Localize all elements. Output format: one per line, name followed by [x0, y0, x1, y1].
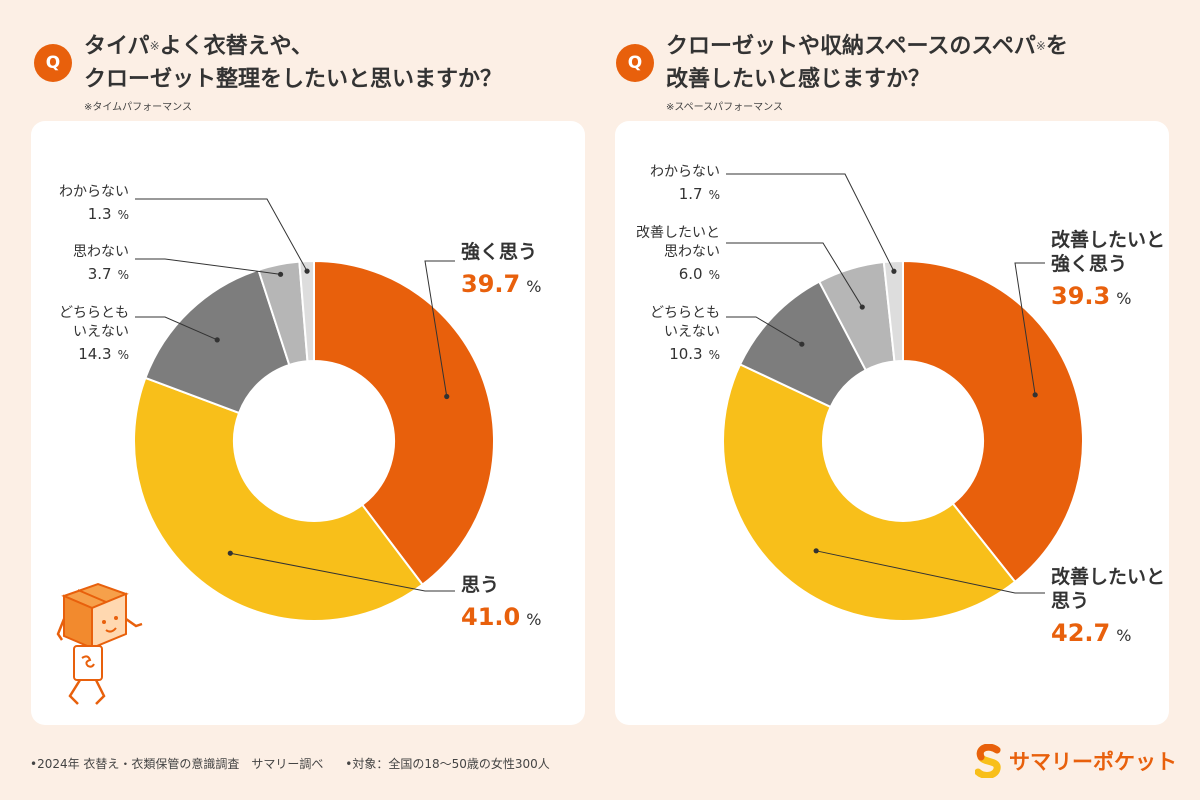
donut-slice-1: [133, 376, 424, 622]
value-label-4: 1.7%: [679, 185, 720, 203]
box-mascot-icon: [56, 582, 143, 705]
brand-logo: サマリーポケット: [975, 744, 1177, 778]
value-label-4: 1.3%: [88, 205, 129, 223]
leader-line-2: [135, 316, 218, 341]
category-label-0-0: 強く思う: [461, 241, 537, 263]
question-note-left: ※タイムパフォーマンス: [84, 102, 192, 113]
question-right-line1a: クローゼットや収納スペースのスペパ: [666, 34, 1036, 59]
donut-slice-4: [298, 259, 315, 363]
value-label-3: 6.0%: [679, 265, 720, 283]
question-left-line1b: よく衣替えや、: [159, 34, 313, 59]
brand-s-icon: [975, 744, 1001, 778]
chart-panel-right: 改善したいと 強く思う 39.3% 改善したいと 思う 42.7% どちらとも いえない 10.…: [615, 121, 1169, 725]
question-title-right: クローゼットや収納スペースのスペパ※を 改善したいと感じますか？: [666, 30, 1068, 96]
question-note-right: ※スペースパフォーマンス: [666, 102, 783, 113]
category-label-1-0: 改善したいと: [1051, 565, 1165, 588]
category-label-2-0: どちらとも: [59, 305, 129, 321]
leader-line-0: [424, 260, 455, 397]
donut-slice-0: [313, 259, 495, 587]
footer-survey: •2024年 衣替え・衣類保管の意識調査 サマリー調べ: [30, 757, 324, 771]
category-label-2-0: どちらとも: [650, 305, 720, 321]
leader-line-3: [135, 258, 281, 275]
donut-slice-4: [882, 259, 904, 363]
value-label-3: 3.7%: [88, 265, 129, 283]
category-label-1-0: 思う: [461, 574, 499, 596]
leader-line-1: [816, 550, 1045, 594]
category-label-2-1: いえない: [664, 324, 720, 340]
category-label-1-1: 思う: [1051, 590, 1089, 612]
value-label-2: 10.3%: [669, 345, 720, 363]
footer-notes: •2024年 衣替え・衣類保管の意識調査 サマリー調べ •対象：全国の18〜50…: [30, 755, 568, 772]
category-label-3-0: 思わない: [73, 244, 129, 260]
value-label-0: 39.7%: [461, 270, 541, 298]
donut-slice-1: [722, 363, 1017, 622]
category-label-4-0: わからない: [59, 184, 129, 200]
question-right-line2: 改善したいと感じますか？: [666, 67, 931, 92]
leader-line-0: [1014, 262, 1045, 395]
footer-target: •対象：全国の18〜50歳の女性300人: [345, 757, 550, 771]
question-badge-left: Q: [34, 44, 72, 82]
value-label-0: 39.3%: [1051, 282, 1131, 310]
leader-line-4: [135, 198, 308, 272]
brand-name: サマリーポケット: [1009, 750, 1177, 774]
question-badge-right: Q: [616, 44, 654, 82]
question-left-line1a: タイパ: [84, 34, 150, 59]
leader-line-1: [230, 552, 455, 592]
donut-slice-0: [902, 259, 1084, 584]
question-left-mark: ※: [149, 39, 160, 53]
leader-line-2: [726, 316, 803, 345]
leader-dot-0: [1032, 392, 1038, 398]
question-title-left: タイパ※よく衣替えや、 クローゼット整理をしたいと思いますか？: [84, 30, 502, 96]
value-label-2: 14.3%: [78, 345, 129, 363]
leader-line-4: [726, 173, 895, 272]
leader-dot-2: [799, 341, 805, 347]
category-label-0-0: 改善したいと: [1051, 228, 1165, 251]
question-right-mark: ※: [1035, 39, 1046, 53]
category-label-3-0: 改善したいと: [636, 225, 720, 241]
leader-line-3: [726, 242, 863, 308]
question-left-line2: クローゼット整理をしたいと思いますか？: [84, 67, 503, 92]
category-label-4-0: わからない: [650, 164, 720, 180]
category-label-2-1: いえない: [73, 324, 129, 340]
category-label-3-1: 思わない: [664, 244, 720, 260]
leader-dot-1: [227, 550, 233, 556]
value-label-1: 42.7%: [1051, 619, 1131, 647]
value-label-1: 41.0%: [461, 603, 541, 631]
category-label-0-1: 強く思う: [1051, 253, 1127, 275]
question-right-line1b: を: [1045, 34, 1068, 59]
